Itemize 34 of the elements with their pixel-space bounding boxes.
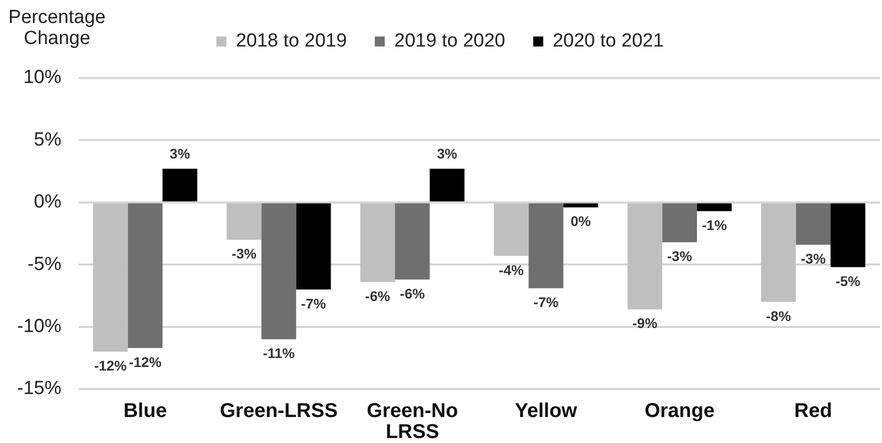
data-label: -9% [632,315,658,332]
legend-label: 2019 to 2020 [394,30,506,52]
data-label: -5% [835,272,861,289]
x-tick-label: Blue [123,400,167,422]
y-tick-label: -15% [16,378,62,400]
x-tick-label: Green-LRSS [220,400,338,422]
data-label: -12% [94,358,128,374]
data-label: -7% [534,294,559,310]
data-label: 3% [170,146,191,162]
data-label: -11% [262,345,296,362]
data-label: -6% [365,288,391,304]
data-label: 3% [436,146,458,162]
y-tick-label: 5% [34,129,62,150]
data-label: -3% [800,250,826,267]
x-tick-label: Red [794,400,832,422]
legend-label: 2018 to 2019 [236,30,347,52]
data-label: -4% [498,262,524,278]
data-label: 0% [570,213,592,230]
y-tick-label: -5% [28,254,62,275]
data-label: -3% [232,246,258,262]
y-tick-label: 0% [34,192,62,213]
data-label: -6% [400,285,426,302]
data-label: -8% [766,308,792,324]
x-tick-label: Orange [644,400,715,422]
data-label: -7% [301,295,326,312]
x-tick-label: Yellow [514,400,578,422]
legend-label: 2020 to 2021 [552,30,664,52]
data-label: -3% [667,248,693,264]
y-axis-title: Percentage Change [7,7,107,49]
data-label: -12% [128,354,162,370]
data-label: -1% [702,216,728,233]
y-tick-label: -10% [16,316,62,338]
y-tick-label: 10% [23,67,62,88]
x-tick-label: Green-No LRSS [366,400,458,443]
